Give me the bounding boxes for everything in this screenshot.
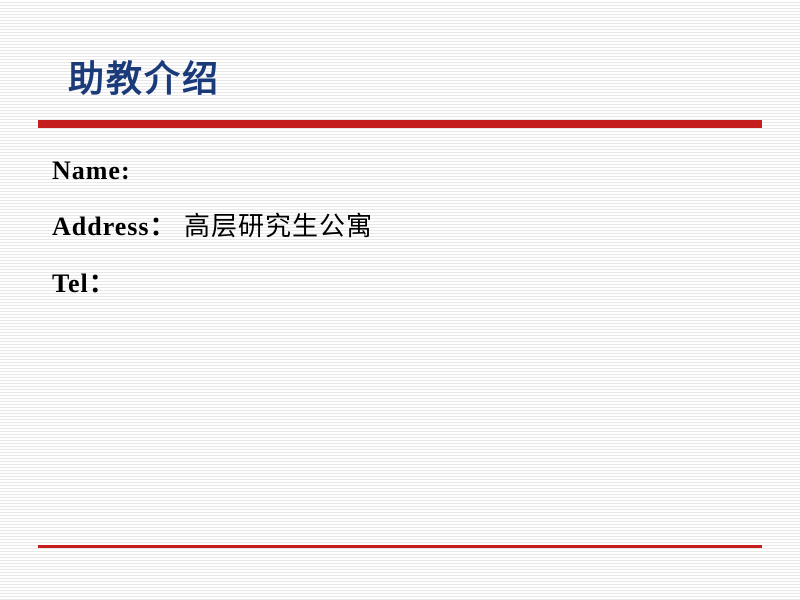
name-field: Name: — [52, 156, 800, 186]
slide-container: 助教介绍 Name: Address： 高层研究生公寓 Tel： — [0, 0, 800, 600]
address-field: Address： 高层研究生公寓 — [52, 206, 800, 243]
title-underline — [38, 120, 762, 128]
address-value: 高层研究生公寓 — [184, 212, 373, 241]
tel-field: Tel： — [52, 263, 800, 300]
tel-label: Tel： — [52, 269, 116, 298]
content-area: Name: Address： 高层研究生公寓 Tel： — [0, 128, 800, 300]
bottom-line — [38, 545, 762, 548]
slide-title: 助教介绍 — [0, 0, 800, 120]
address-label: Address： — [52, 212, 177, 241]
name-label: Name: — [52, 156, 131, 185]
